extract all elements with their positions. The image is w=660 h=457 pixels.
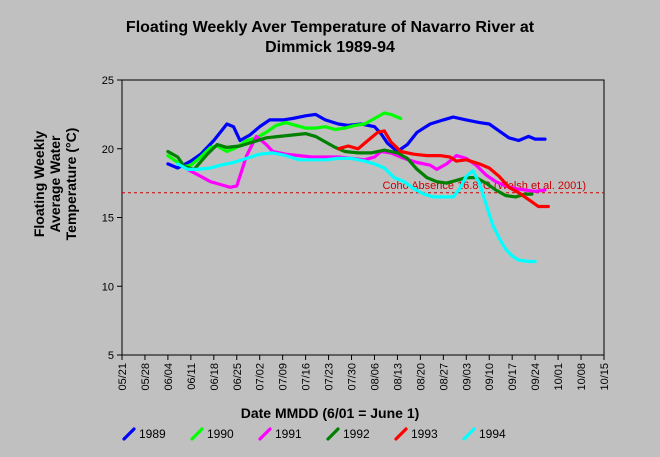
x-tick-label: 07/02 — [255, 363, 267, 391]
legend-label: 1994 — [479, 427, 506, 441]
x-tick-label: 08/27 — [438, 363, 450, 391]
legend-swatch — [326, 427, 340, 441]
x-tick-label: 08/06 — [369, 363, 381, 391]
legend-swatch — [190, 427, 204, 441]
y-tick-label: 5 — [108, 350, 114, 362]
legend-swatch — [462, 427, 476, 441]
y-tick-label: 20 — [102, 144, 114, 156]
x-tick-label: 08/13 — [392, 363, 404, 391]
legend-label: 1991 — [275, 427, 302, 441]
chart-title-line-1: Floating Weekly Aver Temperature of Nava… — [126, 19, 535, 36]
legend-item-1989: 1989 — [122, 427, 166, 441]
x-tick-label: 10/01 — [553, 363, 565, 391]
reference-line-label: Coho Absence 16.8°C (Welsh et al. 2001) — [382, 180, 586, 192]
x-tick-label: 06/11 — [186, 363, 198, 390]
x-tick-label: 06/25 — [232, 363, 244, 391]
legend-label: 1989 — [139, 427, 166, 441]
legend-item-1992: 1992 — [326, 427, 370, 441]
x-tick-label: 10/08 — [576, 363, 588, 391]
legend-label: 1992 — [343, 427, 370, 441]
legend-item-1990: 1990 — [190, 427, 234, 441]
y-axis-label-line-2: Average Water — [47, 135, 63, 233]
x-tick-label: 05/21 — [117, 363, 129, 391]
x-tick-label: 09/24 — [530, 363, 542, 391]
y-axis-label-line-3: Temperature (°C) — [63, 128, 79, 241]
x-tick-label: 05/28 — [140, 363, 152, 391]
x-tick-label: 09/03 — [461, 363, 473, 391]
x-tick-label: 06/04 — [163, 363, 175, 391]
y-tick-label: 10 — [102, 281, 114, 293]
y-tick-label: 25 — [102, 75, 114, 87]
series-line-1990 — [166, 111, 403, 169]
x-tick-label: 10/15 — [599, 363, 611, 391]
legend-item-1993: 1993 — [394, 427, 438, 441]
plot-area: 5 10 15 20 25 05/21 05/28 06/04 06/11 06/18 06/25 0… — [102, 75, 611, 391]
y-axis-label: Floating Weekly Average Water Temperatur… — [31, 128, 79, 241]
y-axis-label-line-1: Floating Weekly — [31, 131, 47, 238]
x-tick-label: 07/16 — [301, 363, 313, 391]
series-line-1993 — [336, 129, 550, 209]
series-line-1992 — [166, 132, 534, 199]
legend-item-1991: 1991 — [258, 427, 302, 441]
series-line-1991 — [186, 134, 547, 193]
x-tick-label: 06/18 — [209, 363, 221, 391]
y-tick-label: 15 — [102, 213, 114, 225]
legend-item-1994: 1994 — [462, 427, 506, 441]
series-line-1994 — [176, 151, 537, 264]
x-tick-label: 09/17 — [507, 363, 519, 391]
chart-title-line-2: Dimmick 1989-94 — [265, 39, 395, 56]
legend-label: 1993 — [411, 427, 438, 441]
legend-swatch — [394, 427, 408, 441]
legend-swatch — [258, 427, 272, 441]
x-axis-label: Date MMDD (6/01 = June 1) — [241, 405, 420, 421]
x-tick-label: 09/10 — [484, 363, 496, 391]
x-tick-label: 07/23 — [324, 363, 336, 391]
legend: 1989 1990 1991 1992 1993 1994 — [122, 427, 506, 441]
x-tick-label: 07/30 — [347, 363, 359, 391]
legend-swatch — [122, 427, 136, 441]
legend-label: 1990 — [207, 427, 234, 441]
x-tick-label: 08/20 — [415, 363, 427, 391]
x-tick-label: 07/09 — [278, 363, 290, 391]
